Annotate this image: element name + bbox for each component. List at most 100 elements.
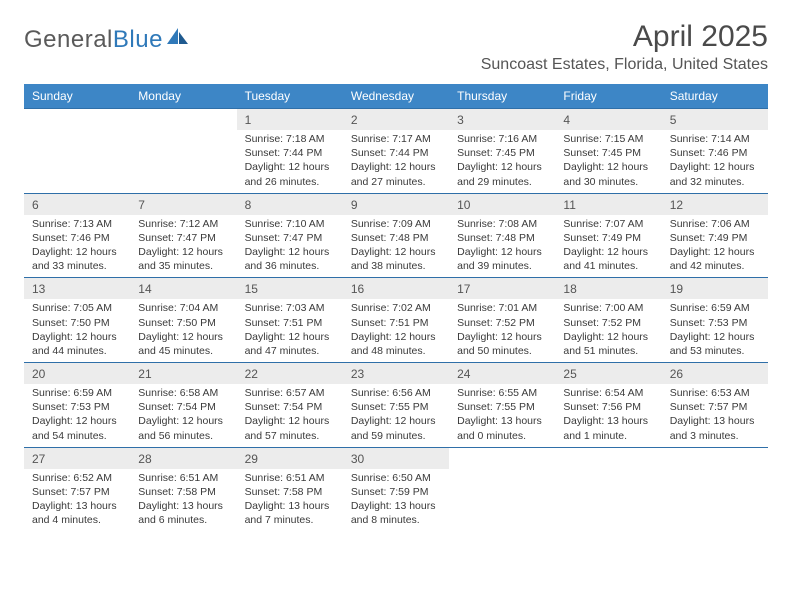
sunset-text: Sunset: 7:45 PM — [457, 146, 547, 160]
day-number-row: 19 — [662, 278, 768, 299]
day-number: 30 — [351, 452, 364, 466]
daylight-text: Daylight: 12 hours and 48 minutes. — [351, 330, 441, 358]
day-number: 29 — [245, 452, 258, 466]
daylight-text: Daylight: 12 hours and 59 minutes. — [351, 414, 441, 442]
day-body: Sunrise: 6:55 AMSunset: 7:55 PMDaylight:… — [449, 384, 555, 447]
day-number-row: 2 — [343, 109, 449, 130]
day-body: Sunrise: 6:52 AMSunset: 7:57 PMDaylight:… — [24, 469, 130, 532]
sunset-text: Sunset: 7:51 PM — [245, 316, 335, 330]
day-body: Sunrise: 6:59 AMSunset: 7:53 PMDaylight:… — [662, 299, 768, 362]
day-number: 22 — [245, 367, 258, 381]
sunrise-text: Sunrise: 7:07 AM — [563, 217, 653, 231]
logo-sail-icon — [167, 28, 189, 46]
day-cell: 6Sunrise: 7:13 AMSunset: 7:46 PMDaylight… — [24, 194, 130, 278]
sunrise-text: Sunrise: 6:56 AM — [351, 386, 441, 400]
day-number-row: 4 — [555, 109, 661, 130]
logo-text-blue: Blue — [113, 26, 163, 53]
daylight-text: Daylight: 13 hours and 4 minutes. — [32, 499, 122, 527]
day-cell: 25Sunrise: 6:54 AMSunset: 7:56 PMDayligh… — [555, 363, 661, 447]
daylight-text: Daylight: 12 hours and 39 minutes. — [457, 245, 547, 273]
day-body: Sunrise: 7:03 AMSunset: 7:51 PMDaylight:… — [237, 299, 343, 362]
sunrise-text: Sunrise: 7:10 AM — [245, 217, 335, 231]
day-cell-empty — [24, 109, 130, 193]
day-body: Sunrise: 6:51 AMSunset: 7:58 PMDaylight:… — [237, 469, 343, 532]
day-number: 13 — [32, 282, 45, 296]
day-number-row: 13 — [24, 278, 130, 299]
day-body: Sunrise: 7:05 AMSunset: 7:50 PMDaylight:… — [24, 299, 130, 362]
week-row: 20Sunrise: 6:59 AMSunset: 7:53 PMDayligh… — [24, 362, 768, 447]
sunset-text: Sunset: 7:50 PM — [138, 316, 228, 330]
day-number-row: 1 — [237, 109, 343, 130]
sunrise-text: Sunrise: 7:14 AM — [670, 132, 760, 146]
sunrise-text: Sunrise: 7:17 AM — [351, 132, 441, 146]
sunrise-text: Sunrise: 7:02 AM — [351, 301, 441, 315]
day-cell: 4Sunrise: 7:15 AMSunset: 7:45 PMDaylight… — [555, 109, 661, 193]
sunrise-text: Sunrise: 7:09 AM — [351, 217, 441, 231]
sunset-text: Sunset: 7:52 PM — [563, 316, 653, 330]
day-body: Sunrise: 6:57 AMSunset: 7:54 PMDaylight:… — [237, 384, 343, 447]
day-cell: 10Sunrise: 7:08 AMSunset: 7:48 PMDayligh… — [449, 194, 555, 278]
day-body: Sunrise: 7:01 AMSunset: 7:52 PMDaylight:… — [449, 299, 555, 362]
weeks-container: 1 Sunrise: 7:18 AMSunset: 7:44 PMDaylight… — [24, 108, 768, 531]
sunrise-text: Sunrise: 6:54 AM — [563, 386, 653, 400]
day-number-row: 23 — [343, 363, 449, 384]
day-number: 8 — [245, 198, 252, 212]
day-cell: 14Sunrise: 7:04 AMSunset: 7:50 PMDayligh… — [130, 278, 236, 362]
sunset-text: Sunset: 7:49 PM — [563, 231, 653, 245]
week-row: 27 Sunrise: 6:52 AMSunset: 7:57 PMDayligh… — [24, 447, 768, 532]
daylight-text: Daylight: 13 hours and 6 minutes. — [138, 499, 228, 527]
day-cell: 30Sunrise: 6:50 AMSunset: 7:59 PMDayligh… — [343, 448, 449, 532]
daylight-text: Daylight: 12 hours and 54 minutes. — [32, 414, 122, 442]
day-body: Sunrise: 7:18 AMSunset: 7:44 PMDaylight:… — [237, 130, 343, 193]
sunset-text: Sunset: 7:53 PM — [670, 316, 760, 330]
day-number-row: 6 — [24, 194, 130, 215]
daylight-text: Daylight: 12 hours and 33 minutes. — [32, 245, 122, 273]
logo-text-gray: General — [24, 26, 113, 53]
daylight-text: Daylight: 12 hours and 29 minutes. — [457, 160, 547, 188]
daylight-text: Daylight: 12 hours and 44 minutes. — [32, 330, 122, 358]
daylight-text: Daylight: 12 hours and 36 minutes. — [245, 245, 335, 273]
week-row: 13 Sunrise: 7:05 AMSunset: 7:50 PMDayligh… — [24, 277, 768, 362]
day-cell: 23 Sunrise: 6:56 AMSunset: 7:55 PMDayligh… — [343, 363, 449, 447]
day-number-row: 12 — [662, 194, 768, 215]
sunrise-text: Sunrise: 6:51 AM — [245, 471, 335, 485]
day-cell: 19Sunrise: 6:59 AMSunset: 7:53 PMDayligh… — [662, 278, 768, 362]
day-cell-empty — [662, 448, 768, 532]
day-number-row: 5 — [662, 109, 768, 130]
daylight-text: Daylight: 12 hours and 38 minutes. — [351, 245, 441, 273]
sunset-text: Sunset: 7:46 PM — [32, 231, 122, 245]
day-number-row: 29 — [237, 448, 343, 469]
sunset-text: Sunset: 7:54 PM — [245, 400, 335, 414]
day-number: 24 — [457, 367, 470, 381]
sunrise-text: Sunrise: 7:00 AM — [563, 301, 653, 315]
day-cell: 13 Sunrise: 7:05 AMSunset: 7:50 PMDayligh… — [24, 278, 130, 362]
day-body: Sunrise: 6:58 AMSunset: 7:54 PMDaylight:… — [130, 384, 236, 447]
day-body: Sunrise: 7:16 AMSunset: 7:45 PMDaylight:… — [449, 130, 555, 193]
sunrise-text: Sunrise: 7:03 AM — [245, 301, 335, 315]
day-body: Sunrise: 7:06 AMSunset: 7:49 PMDaylight:… — [662, 215, 768, 278]
day-body: Sunrise: 7:15 AMSunset: 7:45 PMDaylight:… — [555, 130, 661, 193]
day-number-row: 8 — [237, 194, 343, 215]
sunset-text: Sunset: 7:47 PM — [138, 231, 228, 245]
day-cell: 15Sunrise: 7:03 AMSunset: 7:51 PMDayligh… — [237, 278, 343, 362]
page-header: GeneralBlue April 2025 Suncoast Estates,… — [24, 20, 768, 74]
logo: GeneralBlue — [24, 26, 189, 54]
day-cell: 2Sunrise: 7:17 AMSunset: 7:44 PMDaylight… — [343, 109, 449, 193]
day-body: Sunrise: 6:51 AMSunset: 7:58 PMDaylight:… — [130, 469, 236, 532]
day-number-row: 26 — [662, 363, 768, 384]
day-number: 17 — [457, 282, 470, 296]
weekday-header: Saturday — [662, 84, 768, 108]
day-cell: 29 Sunrise: 6:51 AMSunset: 7:58 PMDayligh… — [237, 448, 343, 532]
day-number: 26 — [670, 367, 683, 381]
day-body: Sunrise: 7:12 AMSunset: 7:47 PMDaylight:… — [130, 215, 236, 278]
sunset-text: Sunset: 7:55 PM — [351, 400, 441, 414]
daylight-text: Daylight: 12 hours and 45 minutes. — [138, 330, 228, 358]
day-number: 1 — [245, 113, 252, 127]
day-cell: 17 Sunrise: 7:01 AMSunset: 7:52 PMDayligh… — [449, 278, 555, 362]
day-number-row: 15 — [237, 278, 343, 299]
day-number: 27 — [32, 452, 45, 466]
day-body: Sunrise: 7:10 AMSunset: 7:47 PMDaylight:… — [237, 215, 343, 278]
day-cell: 26Sunrise: 6:53 AMSunset: 7:57 PMDayligh… — [662, 363, 768, 447]
sunrise-text: Sunrise: 6:52 AM — [32, 471, 122, 485]
day-number: 18 — [563, 282, 576, 296]
